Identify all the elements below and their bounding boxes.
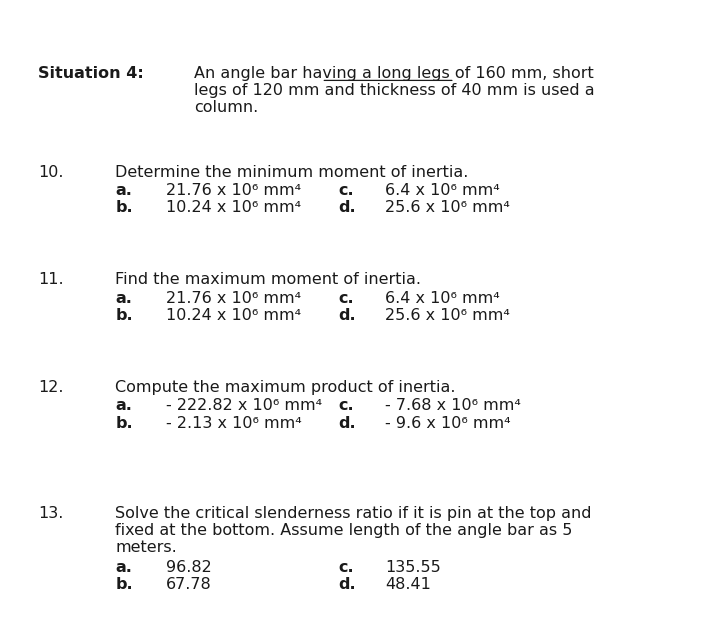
Text: Determine the minimum moment of inertia.: Determine the minimum moment of inertia. <box>115 165 469 180</box>
Text: column.: column. <box>194 101 258 115</box>
Text: 135.55: 135.55 <box>385 560 441 575</box>
Text: 10.24 x 10⁶ mm⁴: 10.24 x 10⁶ mm⁴ <box>166 200 301 215</box>
Text: fixed at the bottom. Assume length of the angle bar as 5: fixed at the bottom. Assume length of th… <box>115 523 572 539</box>
Text: 10.: 10. <box>38 165 63 180</box>
Text: Find the maximum moment of inertia.: Find the maximum moment of inertia. <box>115 272 421 287</box>
Text: b.: b. <box>115 415 132 430</box>
Text: 12.: 12. <box>38 380 63 395</box>
Text: c.: c. <box>338 184 354 198</box>
Text: 48.41: 48.41 <box>385 577 431 592</box>
Text: 13.: 13. <box>38 506 63 522</box>
Text: 6.4 x 10⁶ mm⁴: 6.4 x 10⁶ mm⁴ <box>385 184 500 198</box>
Text: An angle bar having a long legs of 160 mm, short: An angle bar having a long legs of 160 m… <box>194 66 594 82</box>
Text: c.: c. <box>338 291 354 306</box>
Text: a.: a. <box>115 399 132 413</box>
Text: 11.: 11. <box>38 272 64 287</box>
Text: a.: a. <box>115 184 132 198</box>
Text: b.: b. <box>115 308 132 323</box>
Text: Compute the maximum product of inertia.: Compute the maximum product of inertia. <box>115 380 456 395</box>
Text: c.: c. <box>338 560 354 575</box>
Text: - 2.13 x 10⁶ mm⁴: - 2.13 x 10⁶ mm⁴ <box>166 415 302 430</box>
Text: a.: a. <box>115 560 132 575</box>
Text: - 9.6 x 10⁶ mm⁴: - 9.6 x 10⁶ mm⁴ <box>385 415 510 430</box>
Text: 21.76 x 10⁶ mm⁴: 21.76 x 10⁶ mm⁴ <box>166 291 301 306</box>
Text: d.: d. <box>338 308 356 323</box>
Text: b.: b. <box>115 577 132 592</box>
Text: a.: a. <box>115 291 132 306</box>
Text: b.: b. <box>115 200 132 215</box>
Text: 6.4 x 10⁶ mm⁴: 6.4 x 10⁶ mm⁴ <box>385 291 500 306</box>
Text: d.: d. <box>338 415 356 430</box>
Text: 21.76 x 10⁶ mm⁴: 21.76 x 10⁶ mm⁴ <box>166 184 301 198</box>
Text: d.: d. <box>338 577 356 592</box>
Text: 96.82: 96.82 <box>166 560 212 575</box>
Text: Situation 4:: Situation 4: <box>38 66 144 82</box>
Text: 25.6 x 10⁶ mm⁴: 25.6 x 10⁶ mm⁴ <box>385 308 510 323</box>
Text: - 7.68 x 10⁶ mm⁴: - 7.68 x 10⁶ mm⁴ <box>385 399 521 413</box>
Text: meters.: meters. <box>115 541 177 555</box>
Text: - 222.82 x 10⁶ mm⁴: - 222.82 x 10⁶ mm⁴ <box>166 399 322 413</box>
Text: c.: c. <box>338 399 354 413</box>
Text: 10.24 x 10⁶ mm⁴: 10.24 x 10⁶ mm⁴ <box>166 308 301 323</box>
Text: d.: d. <box>338 200 356 215</box>
Text: Solve the critical slenderness ratio if it is pin at the top and: Solve the critical slenderness ratio if … <box>115 506 592 522</box>
Text: 67.78: 67.78 <box>166 577 212 592</box>
Text: legs of 120 mm and thickness of 40 mm is used a: legs of 120 mm and thickness of 40 mm is… <box>194 84 595 99</box>
Text: 25.6 x 10⁶ mm⁴: 25.6 x 10⁶ mm⁴ <box>385 200 510 215</box>
